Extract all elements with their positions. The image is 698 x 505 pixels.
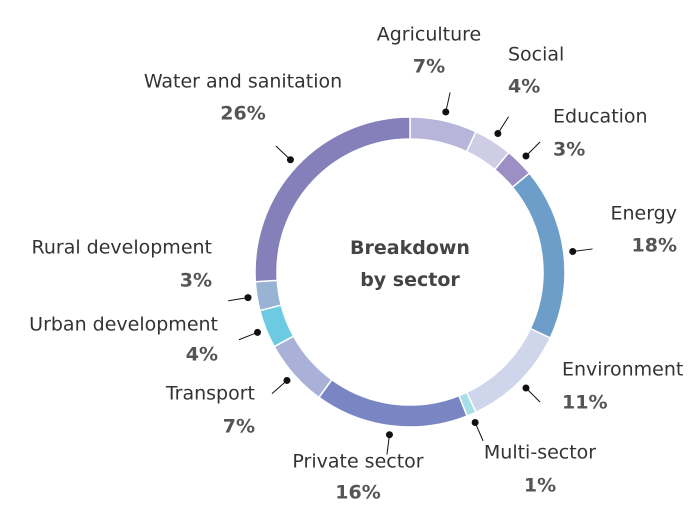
segment-value: 1%	[524, 475, 556, 497]
segment-name: Water and sanitation	[144, 71, 342, 93]
leader-dot	[471, 419, 479, 427]
segment-value: 3%	[553, 139, 585, 161]
leader-dot	[442, 108, 450, 116]
leader-dot	[283, 376, 291, 384]
segment-value: 7%	[413, 56, 445, 78]
segment-value: 3%	[180, 270, 212, 292]
leader-dot	[385, 431, 393, 439]
segment-value: 16%	[335, 482, 380, 504]
leader-dot	[522, 384, 530, 392]
center-title: Breakdown by sector	[350, 237, 470, 291]
segment-value: 26%	[220, 103, 265, 125]
donut-segment	[409, 116, 477, 153]
leader-dot	[254, 328, 262, 336]
segment-name: Education	[553, 106, 648, 128]
donut-segment	[317, 378, 469, 428]
donut-segment	[254, 116, 411, 283]
donut-segment	[254, 279, 283, 312]
segment-value: 18%	[632, 235, 677, 257]
segment-name: Social	[508, 44, 564, 66]
segment-name: Environment	[562, 359, 683, 381]
segment-name: Energy	[610, 203, 677, 225]
segment-value: 4%	[186, 344, 218, 366]
segment-name: Rural development	[32, 237, 213, 259]
segment-value: 4%	[508, 76, 540, 98]
leader-dot	[522, 152, 530, 160]
segment-name: Urban development	[29, 314, 218, 336]
segment-value: 7%	[223, 416, 255, 438]
leader-dot	[494, 130, 502, 138]
donut-segment	[273, 335, 333, 399]
segment-name: Agriculture	[377, 24, 482, 46]
leader-dot	[286, 156, 294, 164]
donut-segment	[511, 172, 566, 339]
segment-name: Multi-sector	[484, 442, 596, 464]
segment-name: Transport	[165, 383, 255, 405]
leader-dot	[244, 294, 252, 302]
leader-dot	[569, 247, 577, 255]
segment-name: Private sector	[292, 451, 423, 473]
segment-value: 11%	[562, 392, 607, 414]
